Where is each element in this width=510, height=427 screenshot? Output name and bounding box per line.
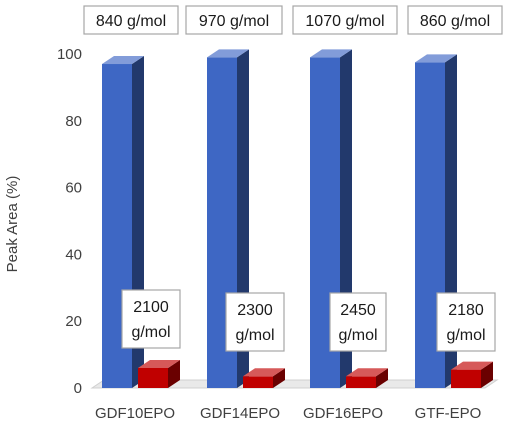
annotation-text: g/mol bbox=[338, 327, 377, 344]
y-tick-label: 40 bbox=[65, 246, 82, 263]
y-tick-label: 0 bbox=[74, 380, 82, 397]
bar-series2-1-side bbox=[273, 368, 285, 388]
bar-series2-1-top bbox=[243, 368, 285, 377]
bar-series2-3-front bbox=[451, 369, 481, 388]
x-category-label: GTF-EPO bbox=[415, 405, 482, 422]
bar-series1-3-top bbox=[415, 54, 457, 63]
annotation-text: 2450 bbox=[340, 302, 376, 319]
top-annotation: 1070 g/mol bbox=[292, 5, 398, 35]
x-category-label: GDF14EPO bbox=[200, 405, 280, 422]
bar-series2-2-top bbox=[346, 368, 388, 377]
bar-series2-1-front bbox=[243, 376, 273, 388]
annotation-text: g/mol bbox=[446, 327, 485, 344]
annotation-text: 2300 bbox=[237, 302, 273, 319]
bar-series1-2-top bbox=[310, 49, 352, 58]
annotation-text: 1070 g/mol bbox=[305, 13, 384, 30]
bar-series2-3-side bbox=[481, 361, 493, 388]
annotation-box bbox=[436, 292, 496, 352]
bar-series2-3-top bbox=[451, 361, 493, 370]
annotation-box bbox=[329, 292, 387, 352]
annotation-box bbox=[185, 5, 283, 35]
annotation-text: 840 g/mol bbox=[96, 13, 166, 30]
annotation-text: 970 g/mol bbox=[199, 13, 269, 30]
annotation-text: 2180 bbox=[448, 302, 484, 319]
annotation-text: g/mol bbox=[235, 327, 274, 344]
bar-series2-2 bbox=[346, 368, 388, 388]
y-tick-label: 100 bbox=[57, 46, 82, 63]
bar-series1-1-top bbox=[207, 49, 249, 58]
top-annotation: 860 g/mol bbox=[407, 5, 503, 35]
bar-annotation: 2180 g/mol bbox=[436, 292, 496, 352]
annotation-text: 860 g/mol bbox=[420, 13, 490, 30]
annotation-text: g/mol bbox=[131, 324, 170, 341]
bar-series2-0-side bbox=[168, 359, 180, 388]
bar-annotation: 2100 g/mol bbox=[121, 289, 181, 349]
annotation-box bbox=[83, 5, 179, 35]
bar-annotation: 2300 g/mol bbox=[225, 292, 285, 352]
y-tick-label: 20 bbox=[65, 313, 82, 330]
y-axis-label: Peak Area (%) bbox=[4, 176, 21, 273]
top-annotation: 970 g/mol bbox=[185, 5, 283, 35]
annotation-box bbox=[121, 289, 181, 349]
bar-series2-0-top bbox=[138, 359, 180, 368]
bar-series2-3 bbox=[451, 361, 493, 388]
bar-series2-0 bbox=[138, 359, 180, 388]
bar-series2-2-front bbox=[346, 376, 376, 388]
x-category-label: GDF16EPO bbox=[303, 405, 383, 422]
bar-series2-0-front bbox=[138, 367, 168, 388]
annotation-box bbox=[225, 292, 285, 352]
y-tick-label: 60 bbox=[65, 180, 82, 197]
top-annotation: 840 g/mol bbox=[83, 5, 179, 35]
bar-series2-1 bbox=[243, 368, 285, 388]
annotation-box bbox=[292, 5, 398, 35]
annotation-text: 2100 bbox=[133, 299, 169, 316]
x-category-label: GDF10EPO bbox=[95, 405, 175, 422]
annotation-box bbox=[407, 5, 503, 35]
y-tick-label: 80 bbox=[65, 113, 82, 130]
bar-series2-2-side bbox=[376, 368, 388, 388]
bar-annotation: 2450 g/mol bbox=[329, 292, 387, 352]
bar-series1-0-top bbox=[102, 56, 144, 65]
